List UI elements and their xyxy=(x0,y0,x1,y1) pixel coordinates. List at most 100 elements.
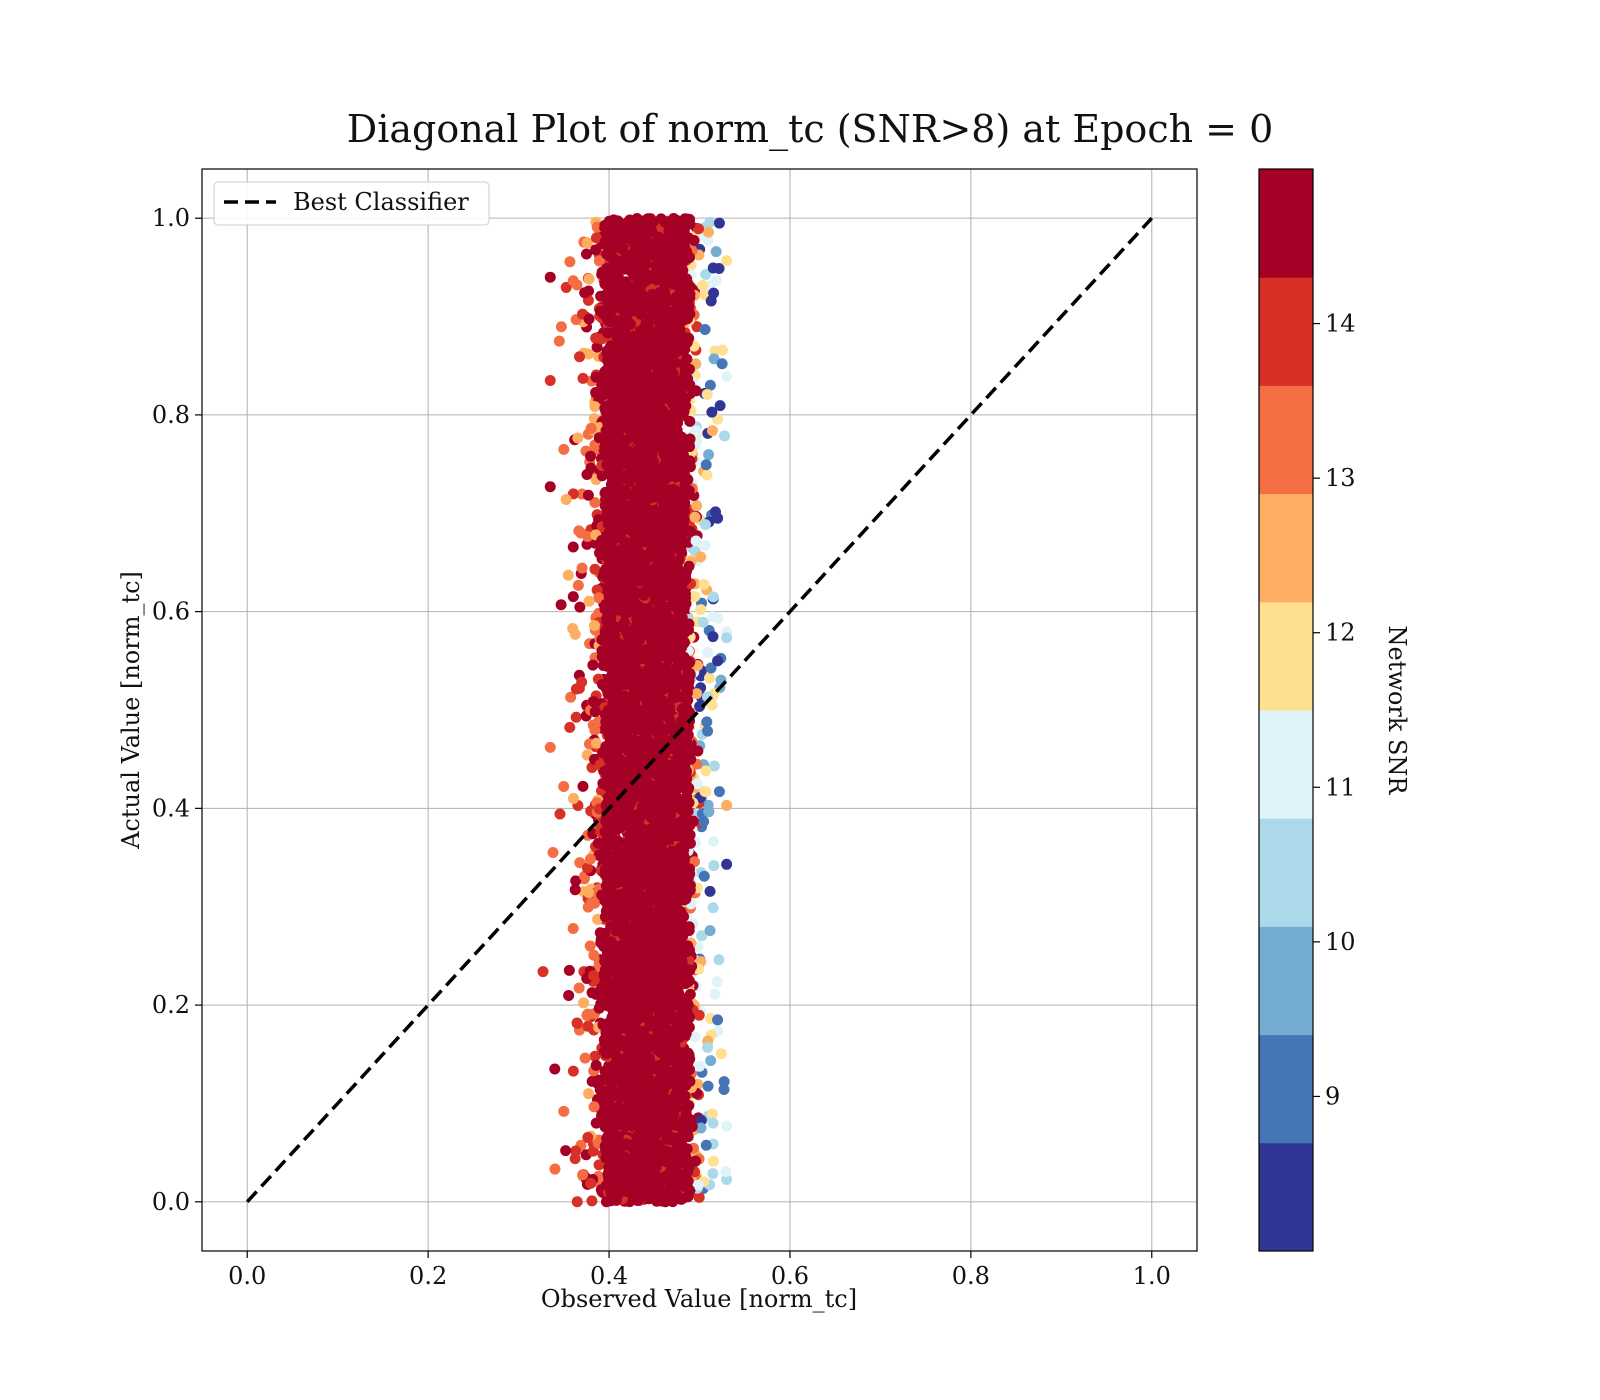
scatter-point xyxy=(706,406,718,418)
scatter-point xyxy=(569,628,581,640)
scatter-point xyxy=(694,1060,706,1072)
scatter-point xyxy=(691,688,703,700)
scatter-point xyxy=(582,489,594,501)
scatter-point xyxy=(581,862,593,874)
scatter-point xyxy=(589,1050,601,1062)
scatter-point xyxy=(689,591,701,603)
scatter-point xyxy=(554,808,566,820)
scatter-point xyxy=(570,711,582,723)
scatter-point xyxy=(593,1159,605,1171)
scatter-point xyxy=(582,1131,594,1143)
scatter-point xyxy=(590,1059,602,1071)
scatter-point xyxy=(713,954,725,966)
scatter-point xyxy=(588,696,600,708)
scatter-point xyxy=(707,262,719,274)
scatter-point xyxy=(706,699,718,711)
scatter-point xyxy=(583,887,595,899)
chart-title: Diagonal Plot of norm_tc (SNR>8) at Epoc… xyxy=(347,107,1274,152)
scatter-point xyxy=(590,737,602,749)
scatter-point xyxy=(590,244,602,256)
scatter-point xyxy=(555,321,567,333)
scatter-point xyxy=(570,875,582,887)
scatter-point xyxy=(587,659,599,671)
scatter-point xyxy=(573,982,585,994)
scatter-point xyxy=(593,255,605,267)
scatter-point xyxy=(700,268,712,280)
scatter-point xyxy=(567,792,579,804)
scatter-point xyxy=(700,1139,712,1151)
scatter-point xyxy=(589,563,601,575)
scatter-point xyxy=(549,1163,561,1175)
scatter-point xyxy=(692,1179,704,1191)
scatter-point xyxy=(586,987,598,999)
scatter-point xyxy=(702,1041,714,1053)
scatter-point xyxy=(699,785,711,797)
scatter-point xyxy=(708,353,720,365)
scatter-point xyxy=(721,1173,733,1185)
scatter-point xyxy=(702,647,714,659)
scatter-point xyxy=(708,760,720,772)
scatter-point xyxy=(589,401,601,413)
scatter-point xyxy=(567,275,579,287)
scatter-point xyxy=(583,1088,595,1100)
scatter-point xyxy=(699,323,711,335)
scatter-point xyxy=(703,806,715,818)
scatter-point xyxy=(567,1065,579,1077)
scatter-point xyxy=(567,541,579,553)
scatter-point xyxy=(708,1155,720,1167)
scatter-point xyxy=(574,601,586,613)
scatter-point xyxy=(572,432,584,444)
scatter-point xyxy=(584,940,596,952)
scatter-point xyxy=(698,579,710,591)
scatter-point xyxy=(583,595,595,607)
scatter-point xyxy=(563,964,575,976)
scatter-point xyxy=(589,724,601,736)
scatter-point xyxy=(695,604,707,616)
scatter-point xyxy=(593,592,605,604)
scatter-point xyxy=(585,422,597,434)
scatter-point xyxy=(579,1052,591,1064)
scatter-point xyxy=(701,716,713,728)
scatter-point xyxy=(569,884,581,896)
scatter-point xyxy=(596,470,608,482)
scatter-point xyxy=(692,745,704,757)
scatter-point xyxy=(721,799,733,811)
scatter-point xyxy=(694,700,706,712)
scatter-point xyxy=(558,780,570,792)
scatter-point xyxy=(721,1120,733,1132)
scatter-point xyxy=(560,281,572,293)
scatter-point xyxy=(695,1122,707,1134)
scatter-point xyxy=(701,469,713,481)
scatter-point xyxy=(581,248,593,260)
scatter-point xyxy=(547,846,559,858)
scatter-point xyxy=(707,1168,719,1180)
scatter-point xyxy=(704,672,716,684)
scatter-point xyxy=(700,459,712,471)
scatter-point xyxy=(705,295,717,307)
scatter-point xyxy=(590,371,602,383)
scatter-point xyxy=(591,341,603,353)
scatter-point xyxy=(711,976,723,988)
scatter-point xyxy=(704,925,716,937)
scatter-point xyxy=(714,400,726,412)
scatter-point xyxy=(695,551,707,563)
scatter-point xyxy=(705,662,717,674)
scatter-point xyxy=(702,1080,714,1092)
scatter-point xyxy=(710,246,722,258)
scatter-point xyxy=(698,870,710,882)
scatter-point xyxy=(721,370,733,382)
scatter-point xyxy=(585,1177,597,1189)
scatter-point xyxy=(689,511,701,523)
scatter-point xyxy=(699,519,711,531)
scatter-point xyxy=(702,234,714,246)
scatter-point xyxy=(706,425,718,437)
scatter-point xyxy=(584,853,596,865)
scatter-point xyxy=(583,273,595,285)
scatter-point xyxy=(707,631,719,643)
scatter-point xyxy=(700,765,712,777)
scatter-point xyxy=(589,619,601,631)
scatter-point xyxy=(703,226,715,238)
scatter-point xyxy=(691,778,703,790)
scatter-point xyxy=(582,1008,594,1020)
